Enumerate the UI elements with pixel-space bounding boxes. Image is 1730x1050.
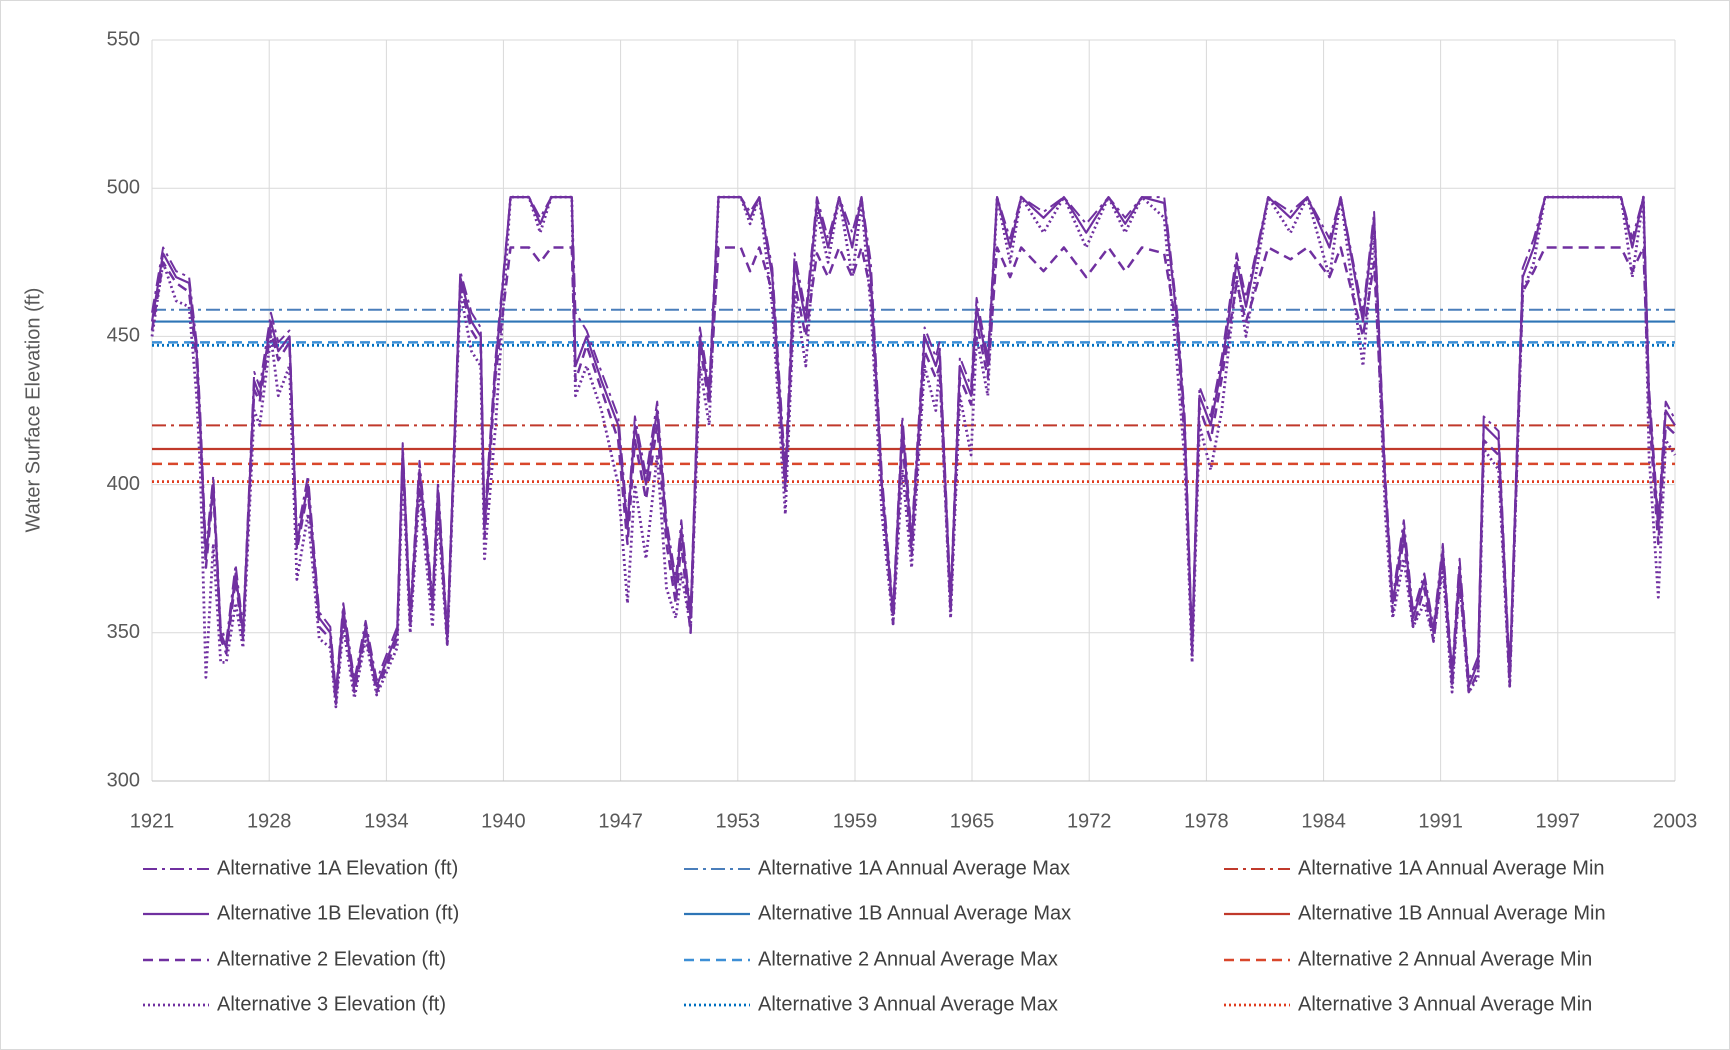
- x-tick-label: 1978: [1184, 810, 1229, 832]
- x-tick-label: 1934: [364, 810, 409, 832]
- series-line: [150, 246, 1676, 706]
- x-tick-label: 1997: [1536, 810, 1581, 832]
- x-tick-label: 1947: [598, 810, 643, 832]
- series-line: [150, 196, 1676, 700]
- legend-label: Alternative 3 Annual Average Max: [758, 993, 1058, 1015]
- legend-label: Alternative 1B Annual Average Min: [1298, 902, 1606, 924]
- legend-label: Alternative 2 Annual Average Min: [1298, 948, 1592, 970]
- series-line: [151, 196, 1676, 694]
- x-tick-label: 1928: [247, 810, 292, 832]
- legend-label: Alternative 1A Annual Average Max: [758, 857, 1070, 879]
- y-tick-label: 300: [107, 769, 140, 791]
- series-line: [150, 195, 1677, 709]
- legend-label: Alternative 2 Elevation (ft): [217, 948, 446, 970]
- x-tick-label: 1959: [833, 810, 878, 832]
- legend-label: Alternative 1A Annual Average Min: [1298, 857, 1605, 879]
- legend-label: Alternative 3 Annual Average Min: [1298, 993, 1592, 1015]
- y-tick-label: 500: [107, 176, 140, 198]
- x-tick-label: 1991: [1418, 810, 1463, 832]
- legend-label: Alternative 1B Annual Average Max: [758, 902, 1071, 924]
- y-tick-label: 450: [107, 325, 140, 347]
- legend-label: Alternative 3 Elevation (ft): [217, 993, 446, 1015]
- x-tick-label: 1953: [716, 810, 761, 832]
- x-tick-label: 1965: [950, 810, 995, 832]
- x-tick-label: 1984: [1301, 810, 1346, 832]
- y-axis-title: Water Surface Elevation (ft): [22, 288, 44, 533]
- legend-label: Alternative 1B Elevation (ft): [217, 902, 459, 924]
- x-tick-label: 1940: [481, 810, 526, 832]
- x-tick-label: 1921: [130, 810, 175, 832]
- x-tick-label: 2003: [1653, 810, 1698, 832]
- y-tick-label: 350: [107, 621, 140, 643]
- legend-label: Alternative 2 Annual Average Max: [758, 948, 1058, 970]
- y-tick-label: 550: [107, 28, 140, 50]
- legend-label: Alternative 1A Elevation (ft): [217, 857, 458, 879]
- x-tick-label: 1972: [1067, 810, 1112, 832]
- y-tick-label: 400: [107, 473, 140, 495]
